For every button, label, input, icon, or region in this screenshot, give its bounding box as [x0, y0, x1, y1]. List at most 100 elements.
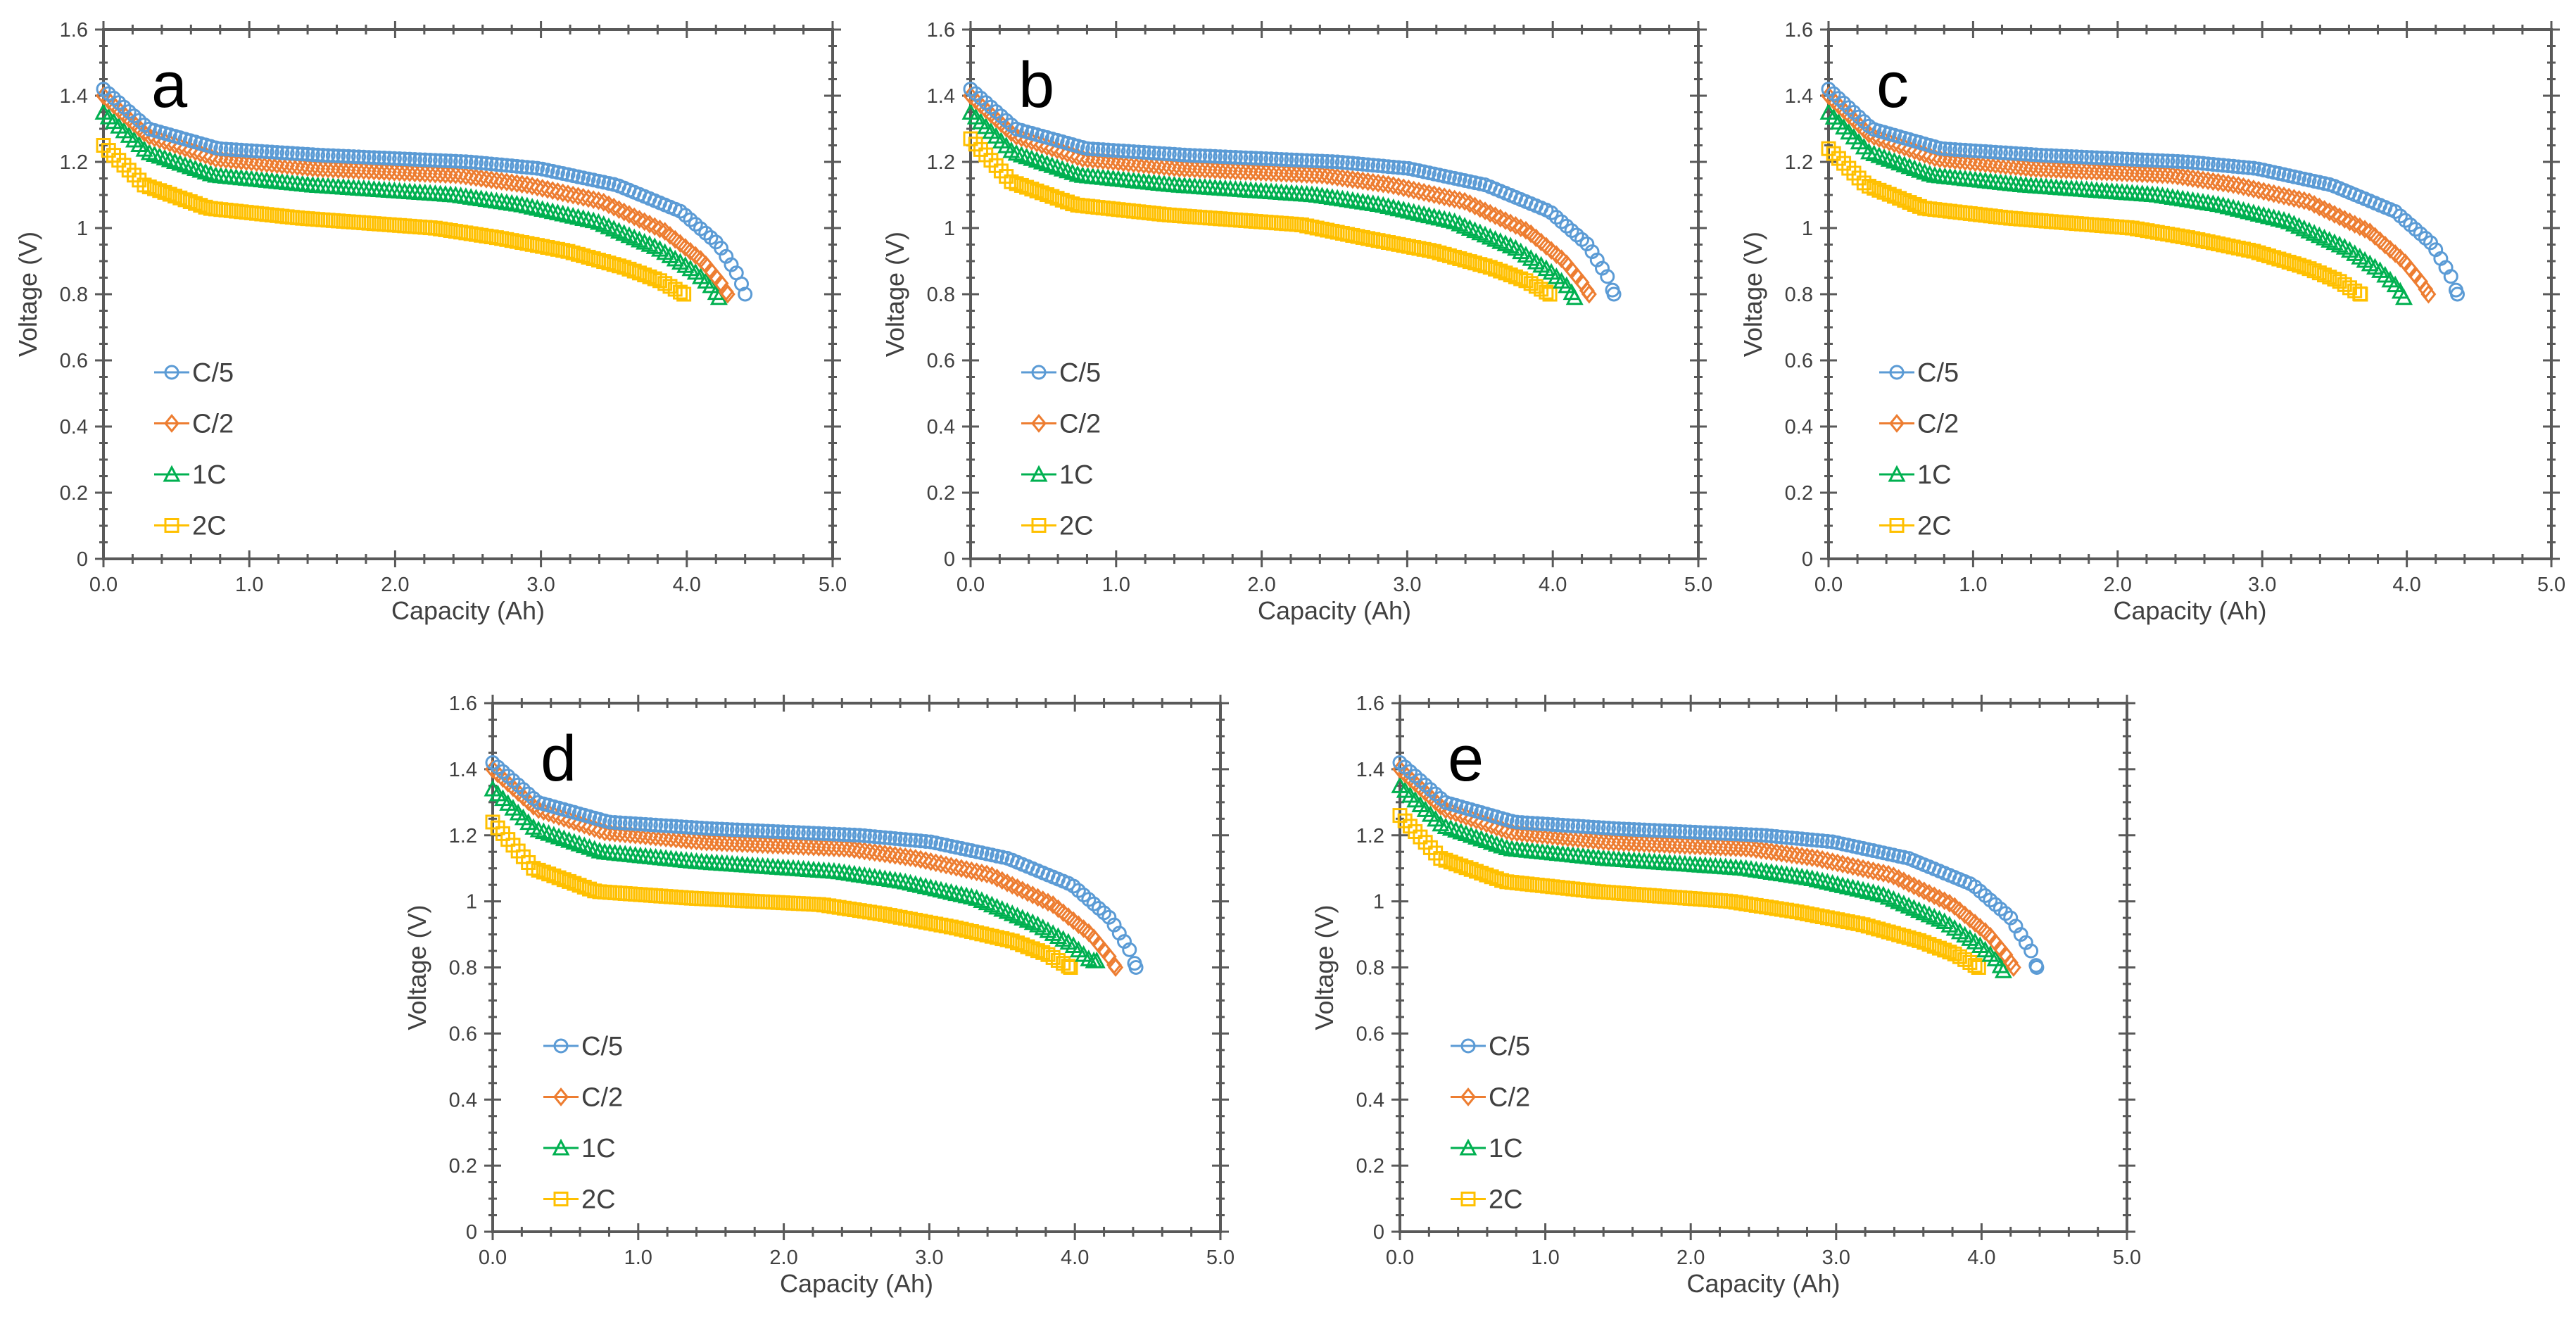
data-point [892, 846, 908, 866]
x-tick-label: 2.0 [2104, 574, 2132, 596]
data-point [1570, 819, 1586, 834]
data-point [1141, 156, 1157, 175]
data-point [1360, 172, 1376, 191]
legend: C/5 C/2 1C 2C [1451, 1032, 1530, 1215]
y-tick-label: 1.6 [60, 19, 88, 42]
data-point [1947, 141, 1963, 157]
data-point [437, 165, 453, 184]
data-point [1717, 838, 1734, 857]
data-point [2230, 176, 2247, 195]
data-point [1463, 862, 1479, 877]
data-point [831, 838, 847, 858]
data-point [1957, 152, 1974, 171]
data-point [2149, 153, 2165, 168]
data-point [484, 156, 499, 172]
data-point [1859, 882, 1877, 900]
data-point [524, 160, 540, 175]
legend-marker-icon [1460, 1087, 1476, 1106]
data-point [560, 184, 576, 203]
data-point [1972, 153, 1988, 173]
data-point [1596, 820, 1611, 835]
data-point [2225, 175, 2242, 194]
data-point [1289, 152, 1304, 168]
data-point [2064, 149, 2079, 164]
data-point [1451, 191, 1467, 210]
data-point [1519, 824, 1535, 843]
x-tick-label: 5.0 [819, 574, 847, 596]
data-point [509, 158, 524, 174]
data-point [2139, 164, 2155, 184]
data-point [903, 832, 918, 847]
data-point [1130, 154, 1147, 174]
data-point [1703, 837, 1719, 857]
data-point [1125, 154, 1142, 173]
data-point [1698, 825, 1713, 840]
data-point [1385, 176, 1401, 195]
series-2c [1821, 141, 2368, 302]
data-point [1309, 153, 1325, 169]
y-tick-label: 0.8 [927, 284, 955, 306]
data-point [962, 888, 980, 905]
x-tick-label: 5.0 [1206, 1247, 1235, 1269]
data-point [2302, 261, 2317, 277]
data-point [1136, 144, 1151, 160]
data-point [96, 138, 111, 153]
data-point [2130, 152, 2145, 168]
data-point [1410, 204, 1428, 221]
data-point [2200, 156, 2216, 172]
data-point [1667, 823, 1682, 839]
data-point [2002, 156, 2019, 176]
data-point [562, 873, 577, 889]
data-point [528, 198, 546, 216]
data-point [1616, 821, 1631, 837]
legend-item: C/5 [1021, 358, 1101, 388]
data-point [1902, 195, 1917, 210]
data-point [729, 833, 745, 853]
panel-letter: e [1448, 723, 1484, 795]
data-point [1274, 151, 1289, 167]
data-point [152, 183, 168, 198]
data-point [2175, 167, 2191, 187]
data-point [2159, 165, 2176, 184]
panel-e: 0.0 1.0 2.0 3.0 4.0 5.0 0 0.2 0.4 0.6 0.8 1 1.2 1.4 1.… [1310, 693, 2141, 1298]
data-point [907, 875, 925, 892]
panel-c: 0.0 1.0 2.0 3.0 4.0 5.0 0 0.2 0.4 0.6 0.8 1 1.2 1.4 1.… [1738, 19, 2565, 625]
data-point [2235, 177, 2252, 196]
legend-item: 2C [154, 512, 227, 541]
x-axis-title: Capacity (Ah) [391, 596, 545, 625]
data-point [341, 149, 356, 164]
data-point [667, 282, 683, 297]
data-point [1978, 144, 1993, 159]
data-point [2170, 153, 2185, 169]
data-point [2043, 160, 2059, 179]
data-point [1560, 818, 1576, 833]
data-point [1545, 816, 1560, 832]
data-point [1555, 828, 1571, 847]
data-point [1555, 817, 1570, 833]
data-point [1101, 909, 1117, 925]
data-point [279, 145, 295, 160]
data-point [1379, 197, 1398, 214]
data-point [755, 823, 771, 839]
data-point [330, 160, 346, 179]
x-tick-label: 3.0 [915, 1247, 943, 1269]
x-tick-label: 1.0 [1959, 574, 1987, 596]
data-point [1474, 866, 1489, 881]
legend-label: 1C [1489, 1134, 1523, 1163]
data-point [776, 824, 791, 840]
data-point [386, 151, 402, 166]
legend-marker-icon [1460, 1038, 1476, 1054]
data-point [1014, 177, 1029, 193]
data-point [1508, 215, 1524, 235]
data-point [1513, 271, 1529, 286]
legend-item: C/2 [1879, 410, 1959, 439]
data-point [704, 833, 720, 852]
data-point [1493, 263, 1508, 279]
data-point [1060, 194, 1075, 210]
data-point [484, 170, 500, 189]
data-point [371, 162, 387, 181]
data-point [1472, 198, 1488, 218]
legend-marker-icon [1889, 414, 1905, 433]
data-point [622, 816, 638, 831]
data-point [556, 872, 572, 888]
